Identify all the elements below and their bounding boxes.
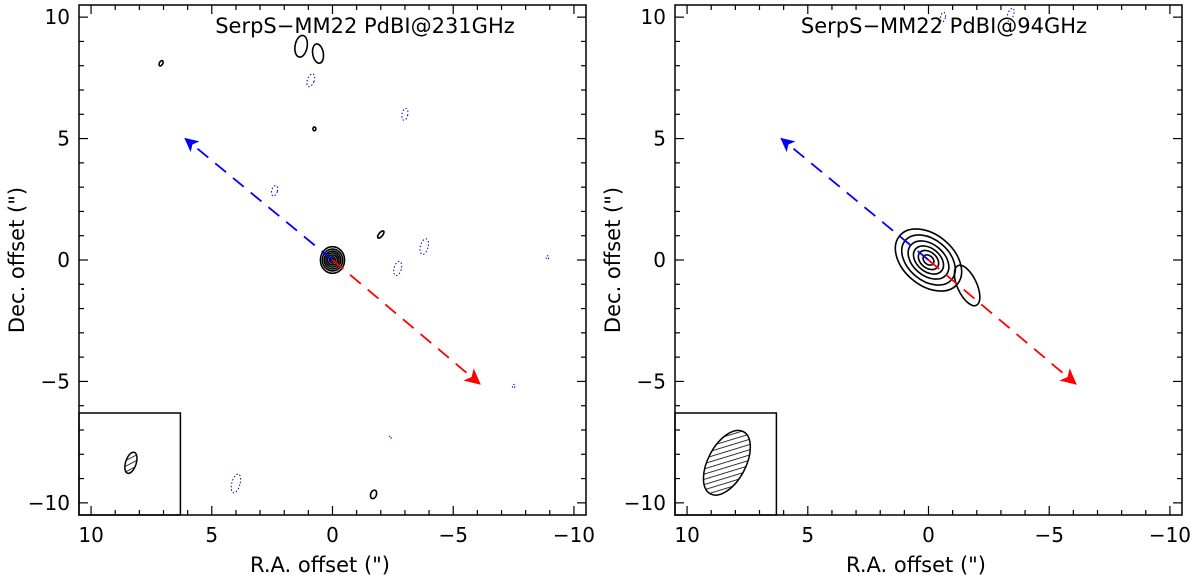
negative-contour: [401, 107, 409, 121]
negative-contour: [388, 435, 392, 439]
positive-contour: [376, 230, 385, 239]
positive-contour: [311, 43, 325, 64]
tick-marks: [79, 5, 586, 515]
x-tick-label: −5: [1034, 523, 1063, 547]
x-tick-label: 5: [801, 523, 814, 547]
blue-outflow-arrow: [184, 137, 334, 261]
y-tick-label: 5: [57, 127, 70, 151]
red-outflow-arrow: [927, 259, 1077, 385]
source-contour: [328, 256, 337, 264]
x-axis-label: R.A. offset ("): [250, 553, 390, 577]
x-tick-label: 10: [674, 523, 699, 547]
x-tick-label: −10: [553, 523, 595, 547]
negative-contour: [270, 185, 279, 197]
x-tick-label: −5: [438, 523, 467, 547]
source-extension-contour: [953, 264, 981, 307]
panel-title: SerpS−MM22 PdBI@94GHz: [801, 14, 1087, 38]
panel-title: SerpS−MM22 PdBI@231GHz: [215, 14, 515, 38]
y-tick-label: −10: [624, 491, 666, 515]
panel-94ghz: 10 5 0 −5 −10 10 5 0 −5 −10 SerpS−MM22 PdBI@94GHz…: [601, 4, 1191, 577]
positive-contour: [294, 34, 309, 58]
source-contour: [321, 248, 344, 272]
x-axis-label: R.A. offset ("): [846, 553, 986, 577]
beam-ellipse: [124, 451, 138, 475]
tick-marks: [675, 5, 1182, 515]
y-tick-label: −10: [28, 491, 70, 515]
source-contour: [325, 252, 340, 268]
y-tick-label: 5: [653, 127, 666, 151]
y-tick-label: 0: [57, 248, 70, 272]
y-tick-label: −5: [637, 369, 666, 393]
positive-contour: [312, 126, 317, 132]
source-contour: [326, 254, 339, 266]
panel-231ghz: 10 5 0 −5 −10 10 5 0 −5 −10 SerpS−MM22 PdBI@231GH…: [5, 4, 595, 577]
contour-layer: [894, 7, 1015, 307]
overlay-layer: [674, 137, 1077, 516]
x-tick-label: −10: [1149, 523, 1191, 547]
positive-contour: [158, 59, 164, 67]
y-tick-label: 0: [653, 248, 666, 272]
x-tick-label: 0: [922, 523, 935, 547]
negative-contour: [419, 238, 430, 255]
source-contour: [894, 228, 963, 292]
y-axis-label: Dec. offset ("): [601, 187, 625, 333]
tick-labels: 10 5 0 −5 −10 10 5 0 −5 −10: [28, 5, 595, 547]
source-contour: [319, 245, 346, 275]
red-outflow-arrow: [331, 259, 481, 385]
y-tick-label: 10: [641, 5, 666, 29]
negative-contour: [1006, 7, 1015, 22]
overlay-layer: [78, 137, 481, 516]
y-axis-label: Dec. offset ("): [5, 187, 29, 333]
source-contour: [912, 245, 945, 275]
contour-layer: [158, 34, 550, 500]
x-tick-label: 0: [326, 523, 339, 547]
tick-labels: 10 5 0 −5 −10 10 5 0 −5 −10: [624, 5, 1191, 547]
negative-contour: [306, 73, 316, 88]
negative-contour: [393, 260, 403, 277]
x-tick-label: 5: [205, 523, 218, 547]
negative-contour: [230, 473, 242, 494]
blue-outflow-arrow: [780, 137, 930, 261]
x-tick-label: 10: [78, 523, 103, 547]
source-contour: [323, 250, 342, 270]
beam-ellipse: [702, 429, 752, 496]
negative-contour: [545, 255, 550, 261]
positive-contour: [369, 489, 378, 500]
negative-contour: [939, 11, 947, 23]
y-tick-label: −5: [41, 369, 70, 393]
negative-contour: [511, 383, 516, 389]
y-tick-label: 10: [45, 5, 70, 29]
